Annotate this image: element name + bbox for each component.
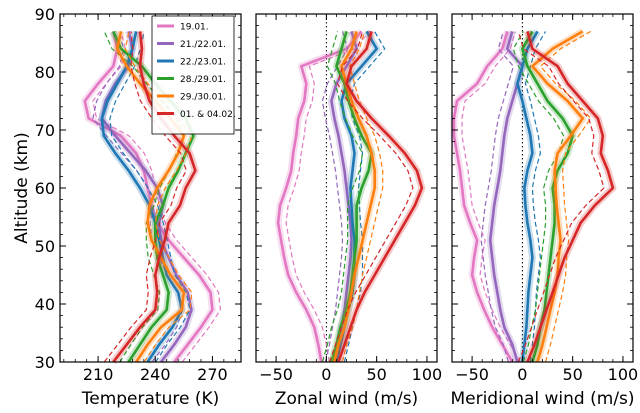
y-tick-label: 40 [35,295,55,314]
series-line-29-30-01 [115,31,186,363]
series-line-29-30-01 [531,30,584,363]
series-line-01-04-02 [337,31,424,363]
legend-entry-19-01: 19.01. [180,23,209,33]
legend-entry-29-30-01: 29./30.01. [180,93,226,103]
x-tick-label: 210 [83,365,114,384]
x-tick-label: −50 [259,365,293,384]
series-uncertainty-band-01-04-02 [524,30,617,364]
legend-entry-21-22-01: 21./22.01. [180,40,226,50]
series-line-19-01 [276,30,363,363]
x-axis-label: Zonal wind (m/s) [275,389,418,409]
meridional-wind-panel: −50 0 50 100 Meridional wind (m/s) [450,13,639,409]
y-tick-label: 60 [35,179,55,198]
x-tick-label: 0 [517,365,527,384]
x-tick-label: −50 [455,365,489,384]
legend-entry-22-23-01: 22./23.01. [180,58,226,68]
legend-entry-01-04-02: 01. & 04.02. [180,110,236,120]
series-reference-dashed-01-04-02 [328,31,414,363]
series-reference-dashed-28-29-01 [103,31,186,363]
temperature-panel: 210 240 270 30 40 50 60 70 80 90 Temperature (K) [35,5,242,409]
series-line-19-01 [452,31,514,363]
series-line-21-22-01 [488,31,524,363]
x-tick-label: 100 [412,365,443,384]
series-reference-dashed-19-01 [285,31,371,363]
series-reference-dashed-01-04-02 [103,31,187,363]
legend-entry-28-29-01: 28./29.01. [180,75,226,85]
x-axis-label: Meridional wind (m/s) [450,389,634,409]
y-axis-label: Altitude (km) [12,132,32,244]
series-line-21-22-01 [330,31,358,363]
series-reference-dashed-19-01 [92,31,222,363]
y-tick-label: 80 [35,63,55,82]
x-tick-label: 0 [321,365,331,384]
series-line-28-29-01 [521,30,574,363]
series-reference-dashed-29-30-01 [539,30,592,363]
series-line-28-29-01 [330,31,373,363]
x-axis-label: Temperature (K) [81,389,220,409]
x-tick-label: 100 [608,365,639,384]
series-line-19-01 [83,31,214,363]
x-tick-label: 50 [366,365,386,384]
x-tick-label: 270 [197,365,228,384]
series-reference-dashed-29-30-01 [124,31,193,363]
series-reference-dashed-01-04-02 [517,31,605,363]
y-tick-label: 30 [35,353,55,372]
series-reference-dashed-19-01 [461,31,521,363]
series-line-22-23-01 [516,30,539,363]
series-line-21-22-01 [100,31,193,363]
series-line-01-04-02 [526,31,615,363]
series-reference-dashed-28-29-01 [321,31,364,363]
y-tick-label: 70 [35,121,55,140]
series-reference-dashed-21-22-01 [480,31,515,363]
x-tick-label: 240 [140,365,171,384]
legend: 19.01. 21./22.01. 22./23.01. 28./29.01. 29./… [151,15,236,135]
y-tick-label: 90 [35,5,55,24]
x-tick-label: 50 [562,365,582,384]
zonal-wind-panel: −50 0 50 100 Zonal wind (m/s) [255,13,443,409]
series-reference-dashed-22-23-01 [109,31,191,363]
series-reference-dashed-28-29-01 [512,31,565,363]
y-tick-label: 50 [35,237,55,256]
series-reference-dashed-21-22-01 [321,31,349,363]
series-line-01-04-02 [112,31,197,363]
